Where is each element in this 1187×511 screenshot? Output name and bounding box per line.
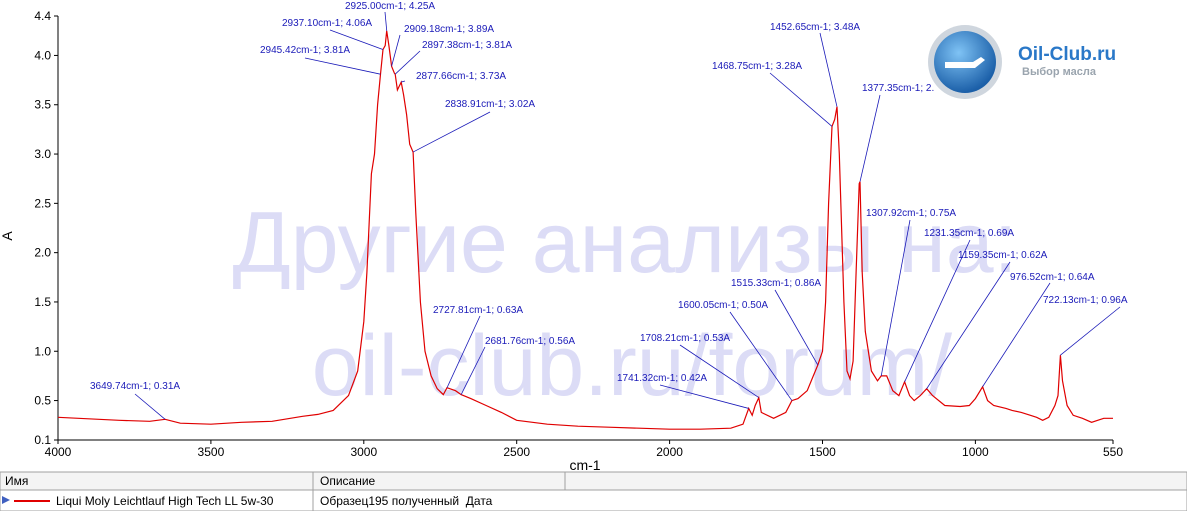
annotation-leader: [859, 94, 881, 182]
annotation-label: 722.13cm-1; 0.96A: [1043, 295, 1128, 306]
x-tick-label: 4000: [45, 445, 72, 459]
y-tick-label: 0.5: [34, 394, 51, 408]
column-header: Имя: [5, 474, 28, 488]
annotation-leader: [729, 311, 793, 401]
x-tick-label: 1000: [962, 445, 989, 459]
annotation-label: 2945.42cm-1; 3.81A: [260, 45, 350, 56]
spectrum-line: [57, 30, 1113, 430]
annotation-label: 1468.75cm-1; 3.28A: [712, 61, 802, 72]
x-tick-label: 3500: [198, 445, 225, 459]
y-tick-label: 2.5: [34, 196, 51, 210]
annotation-leader: [391, 34, 401, 67]
logo-subtitle: Выбор масла: [1022, 66, 1097, 78]
y-tick-label: 3.5: [34, 98, 51, 112]
x-tick-label: 2000: [656, 445, 683, 459]
table: Имя Описание Liqui Moly Leichtlauf High …: [0, 471, 1187, 511]
description: Образец195 полученный Дата: [320, 494, 493, 508]
annotation-leader: [774, 289, 819, 366]
annotation-leader: [769, 72, 833, 127]
annotation-leader: [659, 384, 749, 409]
annotation-leader: [304, 57, 381, 75]
annotation-label: 2909.18cm-1; 3.89A: [404, 24, 494, 35]
column-header: Описание: [320, 474, 376, 488]
annotation-leader: [394, 50, 421, 75]
annotation-label: 1600.05cm-1; 0.50A: [678, 300, 768, 311]
annotation-leader: [679, 344, 760, 398]
row-pointer: [2, 496, 10, 504]
annotation-label: 1231.35cm-1; 0.69A: [924, 228, 1014, 239]
annotation-label: 2897.38cm-1; 3.81A: [422, 40, 512, 51]
annotation-label: 1741.32cm-1; 0.42A: [617, 373, 707, 384]
annotation-label: 1515.33cm-1; 0.86A: [731, 278, 821, 289]
annotation-leader: [904, 239, 971, 382]
annotation-leader: [401, 80, 406, 83]
annotation-leader: [446, 315, 481, 388]
watermark-line: oil-club.ru/forum/: [312, 318, 953, 414]
annotation-leader: [880, 219, 911, 376]
y-tick-label: 0.1: [34, 433, 51, 447]
annotation-label: 3649.74cm-1; 0.31A: [90, 381, 180, 392]
y-tick-label: 3.0: [34, 147, 51, 161]
annotation-label: 2925.00cm-1; 4.25A: [345, 1, 435, 12]
logo-icon: [945, 57, 985, 68]
x-axis-label: cm-1: [569, 457, 600, 473]
annotation-leader: [1060, 306, 1121, 356]
annotation-label: 1159.35cm-1; 0.62A: [958, 250, 1048, 261]
annotation-label: 2838.91cm-1; 3.02A: [445, 99, 535, 110]
watermark-line: Другие анализы на:: [233, 195, 1018, 291]
annotation-leader: [819, 32, 838, 107]
annotation-leader: [412, 111, 491, 153]
y-tick-label: 2.0: [34, 246, 51, 260]
annotation-label: 1708.21cm-1; 0.53A: [640, 333, 730, 344]
annotation-leader: [134, 393, 166, 420]
annotation-leader: [926, 261, 1011, 389]
y-axis-label: A: [0, 231, 15, 241]
annotation-label: 2727.81cm-1; 0.63A: [433, 305, 523, 316]
y-tick-label: 4.4: [34, 9, 51, 23]
annotation-leader: [329, 29, 384, 50]
annotation-label: 1307.92cm-1; 0.75A: [866, 208, 956, 219]
x-tick-label: 2500: [503, 445, 530, 459]
legend-entry[interactable]: Liqui Moly Leichtlauf High Tech LL 5w-30: [56, 494, 274, 508]
annotation-label: 2681.76cm-1; 0.56A: [485, 336, 575, 347]
x-tick-label: 550: [1103, 445, 1123, 459]
x-tick-label: 1500: [809, 445, 836, 459]
annotation-label: 1452.65cm-1; 3.48A: [770, 22, 860, 33]
y-tick-label: 1.0: [34, 344, 51, 358]
x-tick-label: 3000: [350, 445, 377, 459]
y-tick-label: 1.5: [34, 295, 51, 309]
annotation-label: 976.52cm-1; 0.64A: [1010, 272, 1095, 283]
annotation-leader: [982, 282, 1051, 387]
annotation-label: 2877.66cm-1; 3.73A: [416, 71, 506, 82]
annotation-label: 2937.10cm-1; 4.06A: [282, 18, 372, 29]
logo-title: Oil-Club.ru: [1018, 44, 1116, 65]
annotation-leader: [460, 346, 486, 395]
annotation-leader: [384, 11, 388, 31]
y-tick-label: 4.0: [34, 48, 51, 62]
table-header: [0, 471, 1187, 491]
annotation-label: 1377.35cm-1; 2.: [862, 83, 934, 94]
